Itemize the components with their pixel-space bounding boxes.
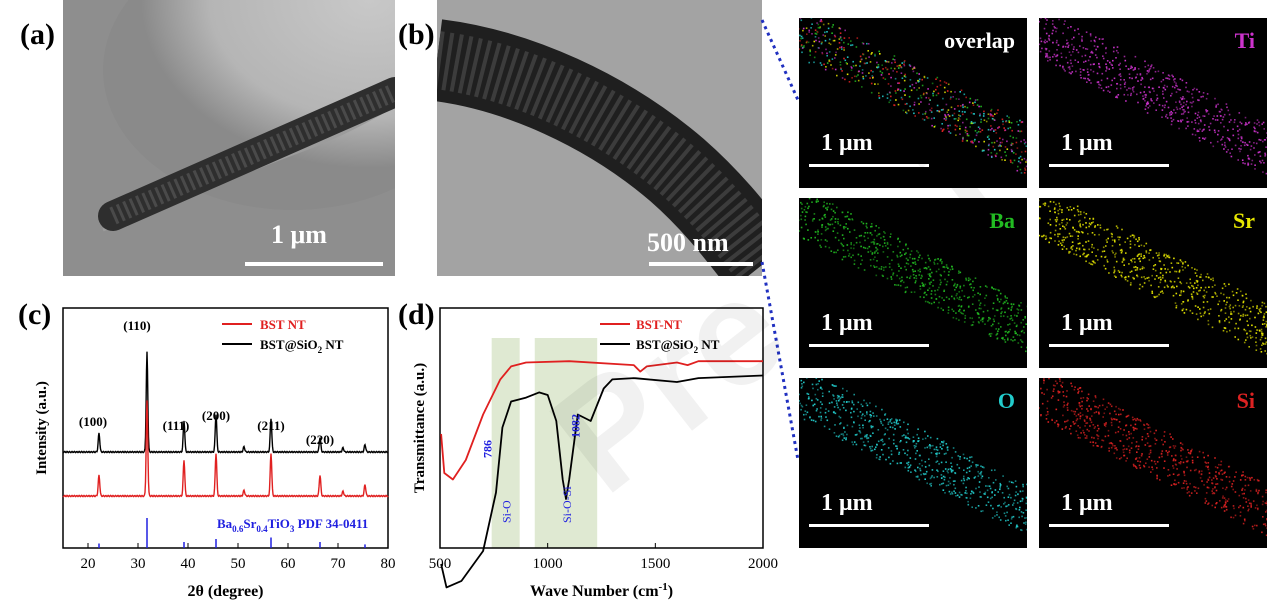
scalebar-label-a: 1 μm (271, 220, 327, 249)
eds-map-si: Si 1 μm (1039, 378, 1267, 548)
x-tick-label: 70 (331, 556, 346, 572)
band-label: Si-O (500, 500, 514, 523)
eds-element-label: Sr (1233, 208, 1255, 233)
eds-map-ba: Ba 1 μm (799, 198, 1027, 368)
x-tick-label: 80 (381, 556, 396, 572)
band-highlight (534, 338, 598, 548)
band-label: Si-O-Si (560, 486, 574, 523)
x-tick-label: 500 (429, 556, 452, 572)
x-tick-label: 40 (181, 556, 196, 572)
eds-map-ti: Ti 1 μm (1039, 18, 1267, 188)
eds-element-label: Si (1236, 388, 1255, 413)
peak-label: (111) (163, 418, 190, 433)
xrd-series-line (62, 351, 389, 454)
eds-map-sr: Sr 1 μm (1039, 198, 1267, 368)
scalebar-b (649, 262, 753, 266)
band-mark-label: 786 (481, 440, 495, 458)
eds-scalebar (809, 524, 929, 527)
ftir-chart: 500 1000 1500 2000 Wave Number (cm-1) Transmi… (412, 307, 778, 600)
eds-element-label: Ba (989, 208, 1015, 233)
eds-scalebar-label: 1 μm (821, 310, 873, 336)
eds-scalebar-label: 1 μm (1061, 490, 1113, 516)
panel-label-a: (a) (20, 18, 55, 51)
x-axis-title: 2θ (degree) (187, 583, 263, 600)
ftir-plot-frame (439, 307, 764, 549)
x-tick-label: 2000 (748, 556, 778, 572)
x-tick-label: 20 (81, 556, 96, 572)
peak-label: (200) (202, 408, 230, 423)
eds-scalebar-label: 1 μm (821, 490, 873, 516)
peak-label: (220) (306, 432, 334, 447)
xrd-plot-frame (62, 307, 389, 549)
x-axis-title: Wave Number (cm-1) (530, 581, 673, 600)
scalebar-label-b: 500 nm (647, 228, 729, 257)
band-mark-label: 1082 (568, 414, 582, 438)
eds-scalebar-label: 1 μm (821, 130, 873, 156)
ftir-series-line (440, 360, 763, 481)
tem-image-a: 1 μm (63, 0, 395, 276)
legend-label: BST@SiO2 NT (260, 337, 344, 355)
y-axis-title: Transmittance (a.u.) (412, 363, 428, 493)
x-tick-label: 60 (281, 556, 296, 572)
eds-map-overlap: overlap 1 μm (799, 18, 1027, 188)
x-tick-label: 30 (131, 556, 146, 572)
eds-scalebar-label: 1 μm (1061, 130, 1113, 156)
eds-scalebar (809, 164, 929, 167)
y-axis-title: Intensity (a.u.) (34, 381, 50, 475)
xrd-chart: 20 30 40 50 60 70 80 2θ (degree) Intensity (a.u.… (34, 307, 396, 600)
scalebar-a (245, 262, 383, 266)
eds-scalebar (809, 344, 929, 347)
ftir-series-line (440, 374, 764, 589)
legend-label: BST NT (260, 317, 306, 332)
legend-label: BST-NT (636, 317, 682, 332)
peak-label: (110) (123, 318, 150, 333)
peak-label: (100) (79, 414, 107, 429)
x-tick-label: 1000 (533, 556, 563, 572)
panel-label-b: (b) (398, 18, 435, 51)
x-tick-label: 50 (231, 556, 246, 572)
eds-scalebar (1049, 524, 1169, 527)
peak-label: (211) (257, 418, 284, 433)
eds-element-label: Ti (1234, 28, 1255, 53)
eds-scalebar-label: 1 μm (1061, 310, 1113, 336)
eds-scalebar (1049, 164, 1169, 167)
eds-scalebar (1049, 344, 1169, 347)
panel-label-c: (c) (18, 298, 52, 331)
xrd-series-line (62, 400, 389, 498)
legend-label: BST@SiO2 NT (636, 337, 720, 355)
eds-element-label: O (997, 388, 1015, 413)
eds-element-label: overlap (944, 28, 1015, 53)
x-tick-label: 1500 (640, 556, 670, 572)
tem-image-b: 500 nm (437, 0, 762, 276)
reference-label: Ba0.6Sr0.4TiO3 PDF 34-0411 (217, 516, 368, 534)
panel-label-d: (d) (398, 298, 435, 331)
eds-map-o: O 1 μm (799, 378, 1027, 548)
